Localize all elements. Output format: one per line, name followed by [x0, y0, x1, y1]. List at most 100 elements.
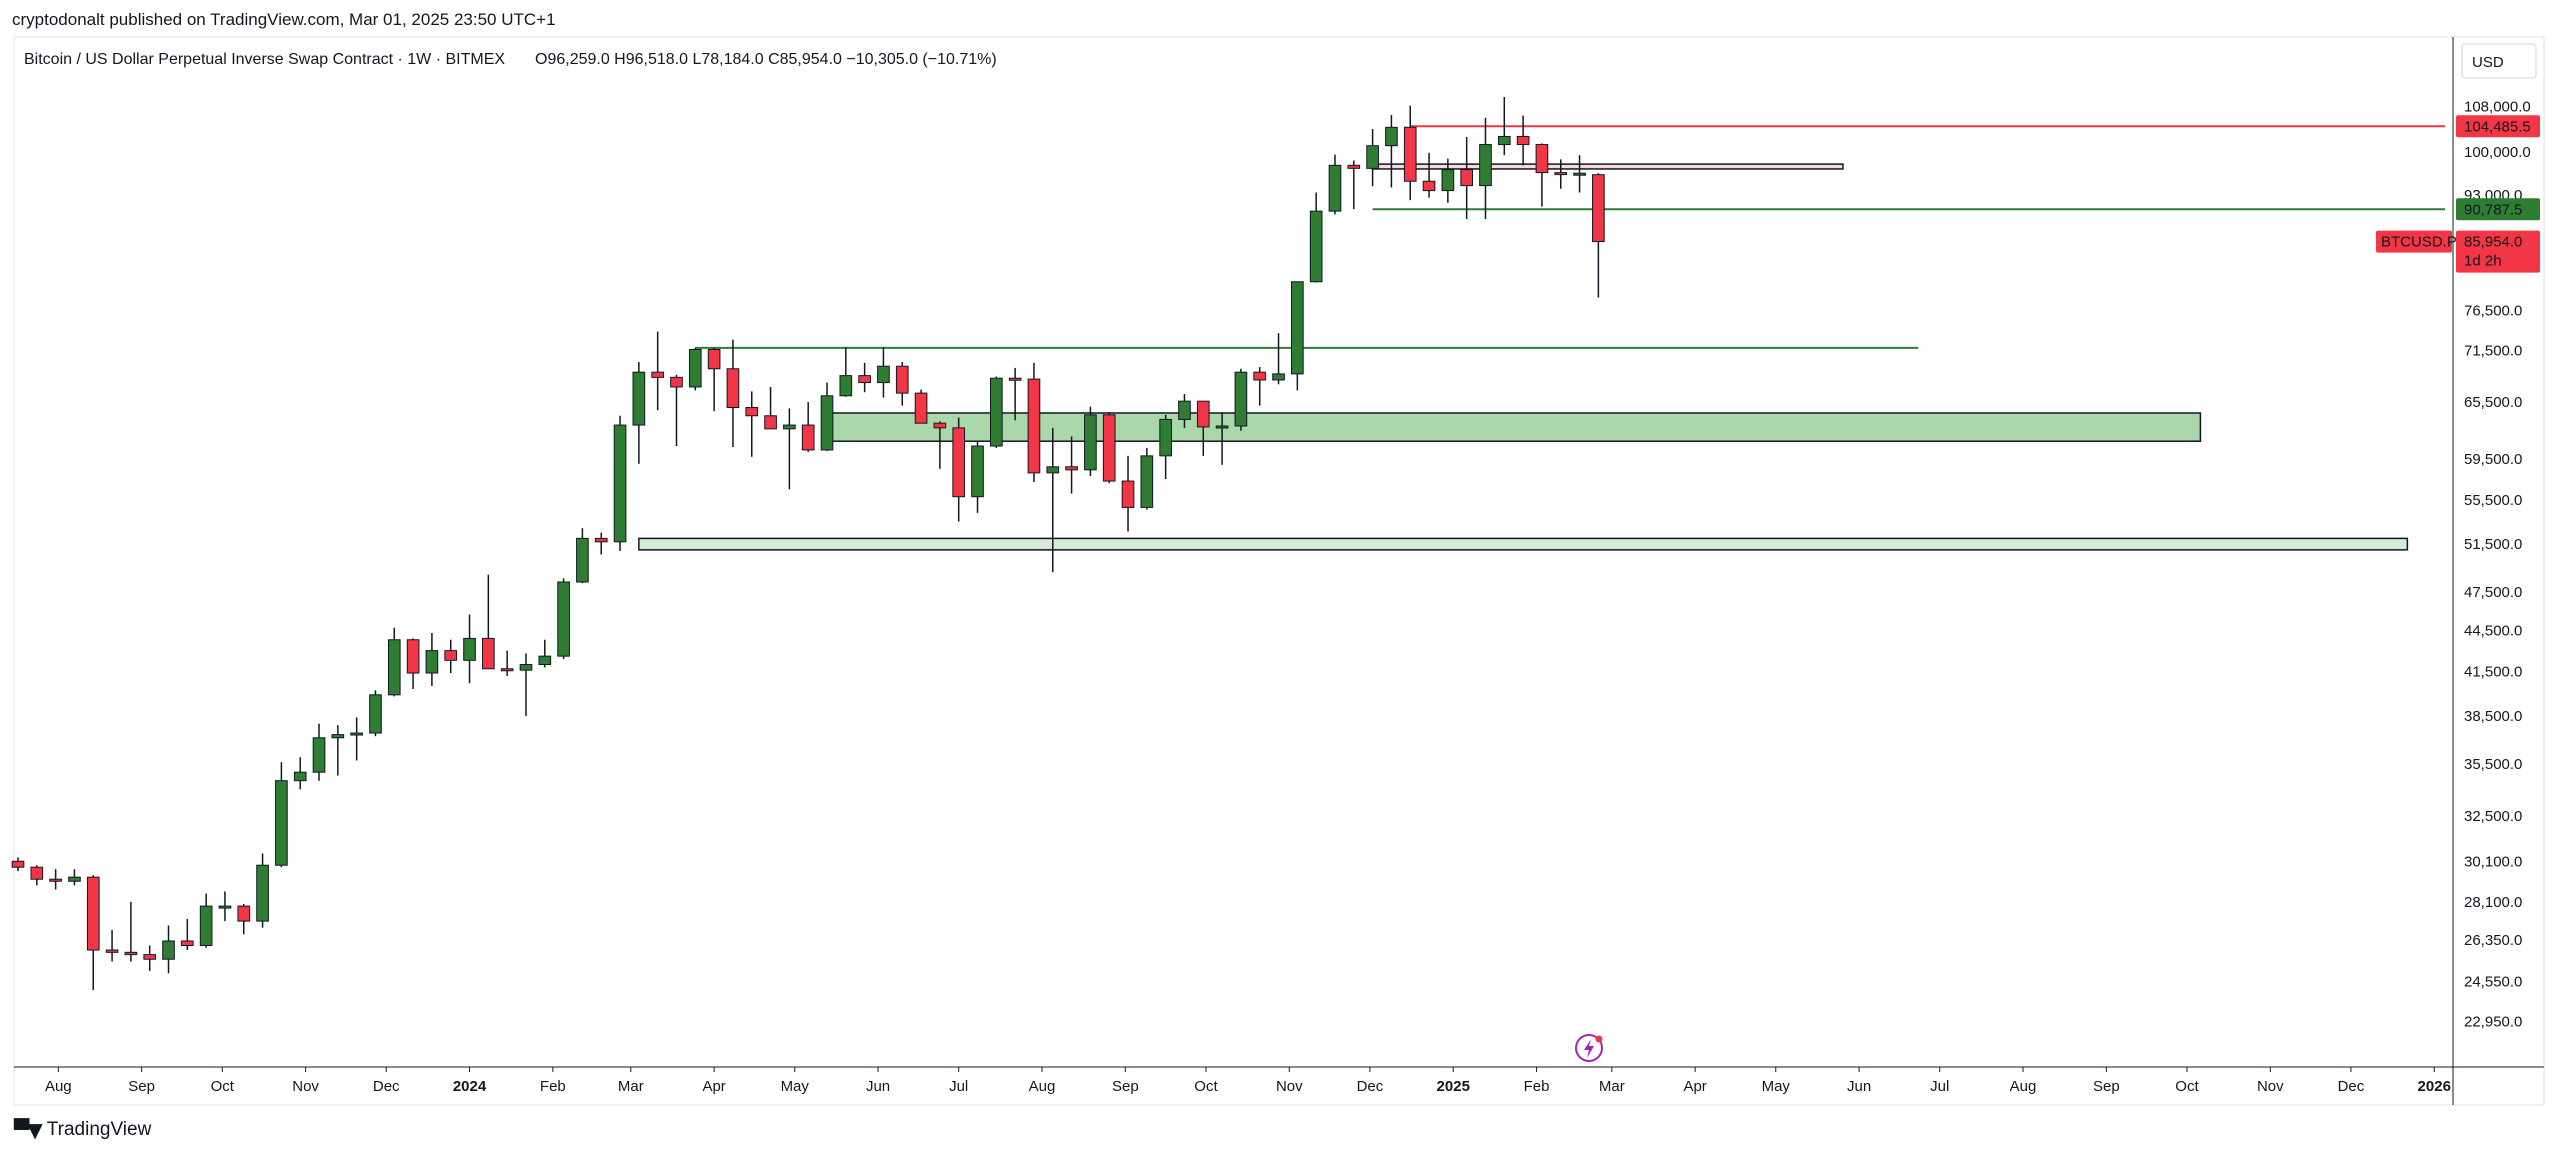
candle-71[interactable]	[1347, 160, 1361, 210]
candle-47[interactable]	[895, 361, 909, 406]
candle-5[interactable]	[105, 929, 119, 962]
candle-15[interactable]	[293, 757, 307, 790]
candle-55[interactable]	[1046, 427, 1060, 573]
candle-70[interactable]	[1328, 154, 1342, 215]
candle-68[interactable]	[1291, 281, 1304, 391]
candle-76[interactable]	[1441, 158, 1455, 203]
candle-33[interactable]	[632, 361, 646, 464]
candle-77[interactable]	[1460, 137, 1474, 220]
candle-72[interactable]	[1366, 129, 1379, 187]
candle-12[interactable]	[237, 903, 251, 935]
candle-75[interactable]	[1422, 152, 1436, 198]
candle-3[interactable]	[68, 869, 81, 886]
candle-29[interactable]	[557, 578, 570, 659]
candle-42[interactable]	[801, 402, 815, 452]
lightning-icon[interactable]	[1575, 1034, 1603, 1062]
candle-57[interactable]	[1084, 406, 1097, 476]
candle-10[interactable]	[199, 893, 213, 948]
candle-9[interactable]	[180, 918, 194, 951]
candle-74[interactable]	[1403, 105, 1417, 201]
candle-22[interactable]	[425, 633, 439, 687]
candle-45[interactable]	[858, 362, 871, 393]
candle-54[interactable]	[1027, 362, 1041, 483]
y-tick-label: 30,100.0	[2464, 853, 2522, 870]
candle-67[interactable]	[1272, 333, 1285, 385]
candle-20[interactable]	[387, 627, 401, 697]
candle-30[interactable]	[576, 528, 589, 584]
candle-6[interactable]	[124, 901, 138, 962]
candle-51[interactable]	[971, 441, 984, 513]
candle-2[interactable]	[49, 869, 62, 890]
candle-19[interactable]	[369, 690, 382, 737]
candle-34[interactable]	[651, 331, 665, 411]
y-tick-label: 24,550.0	[2464, 974, 2522, 991]
candle-80[interactable]	[1516, 115, 1530, 166]
candle-18[interactable]	[350, 717, 363, 761]
candle-64[interactable]	[1215, 412, 1229, 465]
zone-1[interactable]	[826, 412, 2202, 442]
candle-41[interactable]	[783, 408, 796, 490]
candle-40[interactable]	[764, 386, 777, 430]
candle-62[interactable]	[1178, 394, 1191, 428]
candle-43[interactable]	[820, 382, 834, 451]
candle-83[interactable]	[1573, 155, 1586, 193]
x-tick-label: Oct	[211, 1078, 235, 1095]
currency-button[interactable]	[2461, 43, 2537, 79]
candle-14[interactable]	[275, 762, 288, 868]
candle-49[interactable]	[933, 421, 947, 469]
candle-79[interactable]	[1497, 96, 1511, 156]
candle-82[interactable]	[1554, 159, 1568, 189]
candle-27[interactable]	[519, 653, 533, 716]
candle-38[interactable]	[726, 339, 740, 448]
candle-26[interactable]	[500, 650, 514, 676]
time-axis[interactable]: Aug Sep Oct Nov Dec 2024 Feb Mar Apr May Jun Jul Aug…	[45, 1067, 2451, 1095]
candle-body	[500, 668, 514, 672]
zone-2[interactable]	[1371, 163, 1844, 170]
candle-58[interactable]	[1102, 412, 1116, 484]
candle-36[interactable]	[688, 347, 702, 391]
candle-4[interactable]	[86, 875, 100, 991]
candle-56[interactable]	[1065, 436, 1078, 494]
candle-0[interactable]	[11, 857, 25, 872]
candle-28[interactable]	[538, 639, 552, 668]
candle-60[interactable]	[1140, 447, 1154, 510]
candle-65[interactable]	[1234, 368, 1248, 431]
candle-32[interactable]	[613, 415, 627, 552]
y-tick-label: 22,950.0	[2464, 1013, 2522, 1030]
candle-48[interactable]	[914, 389, 928, 424]
candle-53[interactable]	[1008, 367, 1022, 421]
candle-52[interactable]	[989, 376, 1003, 448]
candle-37[interactable]	[707, 347, 721, 412]
candle-63[interactable]	[1196, 400, 1210, 456]
candle-7[interactable]	[143, 945, 157, 971]
candle-24[interactable]	[463, 614, 476, 684]
candle-61[interactable]	[1159, 414, 1172, 480]
candle-81[interactable]	[1535, 143, 1549, 207]
candle-8[interactable]	[162, 925, 175, 974]
candle-17[interactable]	[331, 725, 345, 776]
candle-35[interactable]	[670, 374, 683, 447]
candle-73[interactable]	[1385, 114, 1398, 188]
candle-39[interactable]	[745, 391, 759, 457]
candle-31[interactable]	[594, 532, 608, 555]
candle-50[interactable]	[952, 417, 966, 522]
candle-21[interactable]	[406, 638, 420, 689]
candle-69[interactable]	[1309, 192, 1323, 283]
candle-44[interactable]	[839, 347, 853, 397]
candle-23[interactable]	[444, 639, 458, 674]
candle-body	[613, 424, 627, 543]
tradingview-logo[interactable]: ▀▼ TradingView	[14, 1118, 151, 1142]
candle-84[interactable]	[1592, 173, 1605, 298]
zone-0[interactable]	[638, 537, 2409, 551]
candle-1[interactable]	[30, 865, 44, 886]
candle-body	[331, 734, 345, 739]
candle-66[interactable]	[1253, 367, 1267, 406]
candle-78[interactable]	[1479, 117, 1492, 220]
candle-13[interactable]	[256, 853, 269, 928]
candle-16[interactable]	[312, 723, 326, 781]
candle-59[interactable]	[1121, 455, 1135, 532]
candle-46[interactable]	[877, 347, 890, 398]
candle-25[interactable]	[482, 574, 495, 670]
candle-11[interactable]	[218, 891, 232, 922]
